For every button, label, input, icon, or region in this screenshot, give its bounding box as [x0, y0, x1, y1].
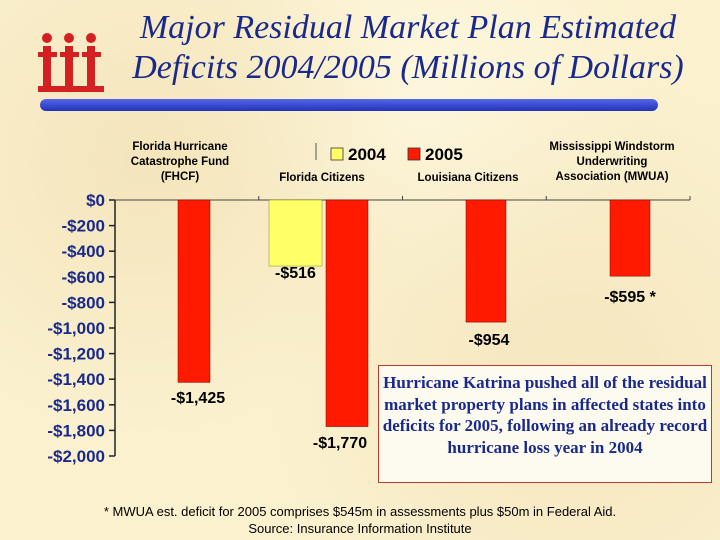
- bar-2005: [325, 199, 369, 427]
- bar-2005: [465, 199, 507, 323]
- data-label-2004: -$516: [275, 265, 316, 282]
- mwua-footnote: * MWUA est. deficit for 2005 comprises $…: [103, 504, 617, 519]
- y-tick-label: -$2,000: [47, 447, 105, 466]
- iii-logo-icon: [38, 33, 104, 92]
- y-tick-label: -$1,400: [47, 370, 105, 389]
- y-tick-label: $0: [86, 191, 105, 210]
- legend-label-2005: 2005: [425, 145, 463, 164]
- y-tick-label: -$1,600: [47, 396, 105, 415]
- y-tick-label: -$800: [62, 293, 105, 312]
- chart-title: Major Residual Market Plan Estimated Def…: [132, 9, 684, 86]
- bar-2005: [177, 199, 211, 383]
- y-tick-label: -$600: [62, 268, 105, 287]
- y-tick-label: -$1,200: [47, 345, 105, 364]
- katrina-callout: Hurricane Katrina pushed all of the resi…: [378, 365, 712, 483]
- y-tick-label: -$200: [62, 217, 105, 236]
- category-label-line: Mississippi Windstorm: [549, 141, 674, 153]
- category-label-line: Florida Hurricane: [132, 141, 227, 153]
- category-label-line: Underwriting: [577, 156, 648, 168]
- data-label-2005: -$1,425: [171, 390, 225, 407]
- bar-2004: [268, 199, 323, 267]
- title-underline: [40, 99, 658, 111]
- category-label-line: Louisiana Citizens: [418, 172, 519, 184]
- category-label-line: Catastrophe Fund: [131, 156, 229, 168]
- data-label-2005: -$595 *: [604, 289, 656, 306]
- legend-swatch-2004: [330, 147, 344, 161]
- category-label-line: Association (MWUA): [555, 171, 668, 183]
- y-tick-label: -$1,800: [47, 421, 105, 440]
- source-note: Source: Insurance Information Institute: [248, 521, 472, 536]
- legend-swatch-2005: [407, 147, 421, 161]
- y-tick-label: -$1,000: [47, 319, 105, 338]
- data-label-2005: -$954: [469, 332, 510, 349]
- data-label-2005: -$1,770: [313, 435, 367, 452]
- bar-2005: [609, 199, 651, 277]
- category-label-line: (FHCF): [161, 171, 199, 183]
- y-tick-label: -$400: [62, 242, 105, 261]
- category-label-line: Florida Citizens: [279, 172, 365, 184]
- legend-label-2004: 2004: [348, 145, 386, 164]
- footnote-block: * MWUA est. deficit for 2005 comprises $…: [0, 503, 720, 537]
